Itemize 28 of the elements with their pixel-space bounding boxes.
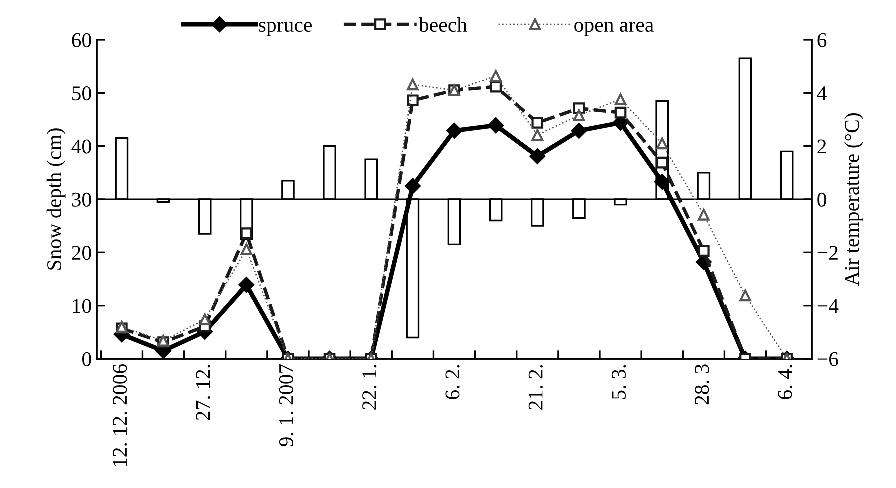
y2-axis-title: Air temperature (°C) (844, 114, 864, 286)
x-tick-label: 28. 3 (695, 364, 710, 405)
y2-tick-label: 0 (818, 192, 826, 207)
x-tick-label: 5. 3. (612, 365, 626, 400)
x-tick-label: 9. 1. 2007 (279, 364, 294, 447)
x-tick-label: 6. 4. (778, 365, 792, 400)
y-axis-title: Snow depth (cm) (46, 128, 66, 270)
y-tick-label: 0 (82, 352, 92, 366)
y2-tick-label: −6 (818, 352, 838, 366)
y-tick-label: 20 (72, 246, 92, 260)
y2-tick-label: 6 (818, 33, 827, 48)
y2-tick-label: −2 (818, 246, 838, 260)
x-tick-label: 12. 12. 2006 (113, 364, 128, 466)
y2-tick-label: 4 (817, 86, 827, 100)
y-tick-label: 50 (72, 86, 92, 101)
legend-label: beech (418, 17, 468, 32)
legend-label: open area (574, 22, 654, 36)
legend-label: spruce (259, 22, 312, 36)
y-tick-label: 40 (72, 140, 92, 154)
x-tick-label: 6. 2. (446, 365, 460, 400)
y-tick-label: 30 (72, 192, 92, 207)
y2-tick-label: 2 (818, 140, 826, 154)
y2-tick-label: −4 (818, 299, 839, 314)
y-tick-label: 60 (72, 33, 92, 48)
x-tick-label: 22. 1. (362, 365, 377, 410)
y-tick-label: 10 (73, 299, 92, 314)
x-tick-label: 21. 2. (528, 365, 543, 410)
x-tick-label: 27. 12. (196, 365, 210, 420)
